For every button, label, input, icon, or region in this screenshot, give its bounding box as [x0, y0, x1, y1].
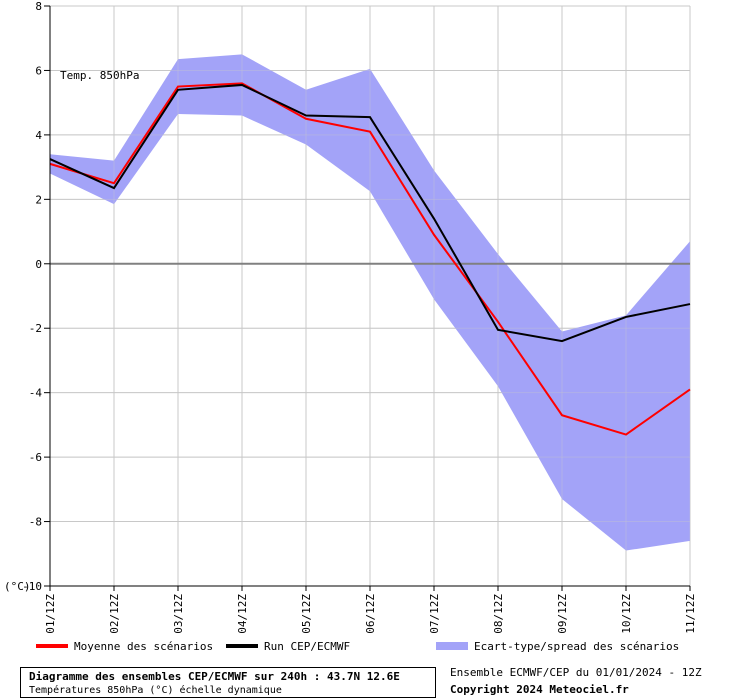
y-axis-unit: (°C)	[4, 580, 31, 593]
legend-swatch-mean	[36, 644, 68, 648]
spread-band	[50, 54, 690, 551]
legend-swatch-run	[226, 644, 258, 648]
series-layer	[49, 82, 691, 436]
x-tick-label: 10/12Z	[620, 594, 633, 634]
y-tick-label: 6	[35, 64, 42, 77]
footer-info: Ensemble ECMWF/CEP du 01/01/2024 - 12Z C…	[450, 665, 735, 699]
legend-item-spread: Ecart-type/spread des scénarios	[436, 636, 679, 656]
x-tick-label: 11/12Z	[684, 594, 697, 634]
legend-label-mean: Moyenne des scénarios	[74, 639, 214, 653]
y-tick-label: 0	[35, 258, 42, 271]
legend-label-run: Run CEP/ECMWF	[264, 639, 351, 653]
y-tick-label: -2	[29, 322, 42, 335]
x-tick-label: 01/12Z	[44, 594, 57, 634]
chart-title: Diagramme des ensembles CEP/ECMWF sur 24…	[29, 670, 400, 683]
ensemble-info: Ensemble ECMWF/CEP du 01/01/2024 - 12Z	[450, 666, 702, 679]
y-tick-label: -10	[22, 580, 42, 593]
legend-item-run: Run CEP/ECMWF	[226, 636, 350, 656]
legend-swatch-spread	[436, 642, 468, 650]
x-tick-label: 07/12Z	[428, 594, 441, 634]
y-tick-label: -6	[29, 451, 42, 464]
legend-label-spread: Ecart-type/spread des scénarios	[474, 639, 680, 653]
series-line-mean	[49, 82, 691, 436]
x-tick-label: 02/12Z	[108, 594, 121, 634]
copyright: Copyright 2024 Meteociel.fr	[450, 683, 629, 696]
chart-subtitle: Températures 850hPa (°C) échelle dynamiq…	[29, 685, 282, 696]
x-tick-label: 05/12Z	[300, 594, 313, 634]
y-tick-label: 2	[35, 193, 42, 206]
y-tick-label: -8	[29, 516, 42, 529]
x-tick-label: 09/12Z	[556, 594, 569, 634]
inner-label: Temp. 850hPa	[60, 69, 139, 82]
x-tick-label: 08/12Z	[492, 594, 505, 634]
y-tick-label: -4	[29, 387, 43, 400]
y-tick-label: 8	[35, 0, 42, 13]
x-tick-label: 03/12Z	[172, 594, 185, 634]
x-tick-label: 04/12Z	[236, 594, 249, 634]
x-tick-label: 06/12Z	[364, 594, 377, 634]
y-tick-label: 4	[35, 129, 42, 142]
footer-title-box: Diagramme des ensembles CEP/ECMWF sur 24…	[20, 667, 436, 698]
legend-item-mean: Moyenne des scénarios	[36, 636, 213, 656]
series-line-run	[49, 83, 691, 343]
